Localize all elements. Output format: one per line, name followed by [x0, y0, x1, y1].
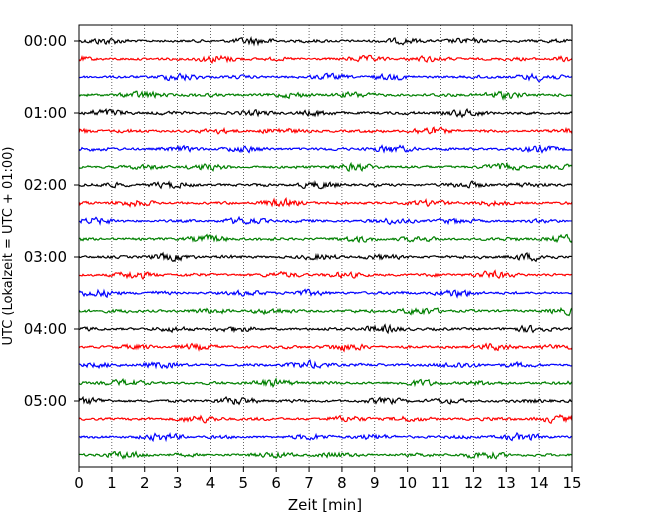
x-axis-ticks: 0 1 2 3 4 5 6 7 8 9 10 11 12 13 14 15	[74, 467, 582, 492]
x-tick-label-12: 12	[464, 474, 483, 492]
x-tick-label-8: 8	[337, 474, 347, 492]
seismogram-traces	[78, 36, 573, 460]
x-tick-label-9: 9	[370, 474, 380, 492]
plot-frame	[78, 24, 573, 468]
trace-5	[78, 126, 573, 135]
trace-21	[78, 413, 573, 425]
x-tick-label-5: 5	[239, 474, 249, 492]
x-tick-label-11: 11	[431, 474, 450, 492]
trace-17	[78, 342, 573, 353]
trace-6	[78, 144, 573, 154]
trace-14	[78, 288, 573, 299]
trace-20	[78, 395, 573, 406]
trace-0	[78, 36, 573, 47]
trace-8	[78, 180, 573, 190]
y-tick-label-5: 05:00	[24, 392, 67, 410]
x-tick-label-15: 15	[562, 474, 581, 492]
x-tick-label-7: 7	[304, 474, 314, 492]
x-tick-label-4: 4	[206, 474, 216, 492]
y-tick-label-1: 01:00	[24, 104, 67, 122]
trace-9	[78, 197, 573, 208]
trace-13	[78, 269, 573, 280]
trace-12	[78, 251, 573, 263]
y-tick-label-3: 03:00	[24, 248, 67, 266]
trace-10	[78, 215, 573, 226]
y-tick-label-2: 02:00	[24, 176, 67, 194]
trace-15	[78, 306, 573, 317]
trace-2	[78, 72, 573, 83]
x-tick-label-6: 6	[271, 474, 281, 492]
trace-4	[78, 107, 573, 119]
trace-7	[78, 161, 573, 172]
trace-23	[78, 450, 573, 460]
y-tick-label-0: 00:00	[24, 32, 67, 50]
x-tick-label-3: 3	[173, 474, 183, 492]
x-tick-label-0: 0	[74, 474, 84, 492]
trace-19	[78, 377, 573, 388]
trace-16	[78, 323, 573, 335]
trace-22	[78, 431, 573, 443]
y-axis-label: UTC (Lokalzeit = UTC + 01:00)	[1, 147, 16, 346]
trace-18	[78, 359, 573, 370]
trace-3	[78, 90, 573, 101]
trace-11	[78, 233, 573, 244]
x-axis-label: Zeit [min]	[288, 496, 362, 514]
x-tick-label-14: 14	[530, 474, 549, 492]
trace-1	[78, 54, 573, 64]
plot-background	[79, 25, 572, 467]
x-tick-label-2: 2	[140, 474, 150, 492]
y-tick-label-4: 04:00	[24, 320, 67, 338]
x-tick-label-13: 13	[497, 474, 516, 492]
y-axis-ticks: 00:00 01:00 02:00 03:00 04:00 05:00	[24, 32, 79, 410]
x-tick-label-1: 1	[107, 474, 117, 492]
x-tick-label-10: 10	[398, 474, 417, 492]
